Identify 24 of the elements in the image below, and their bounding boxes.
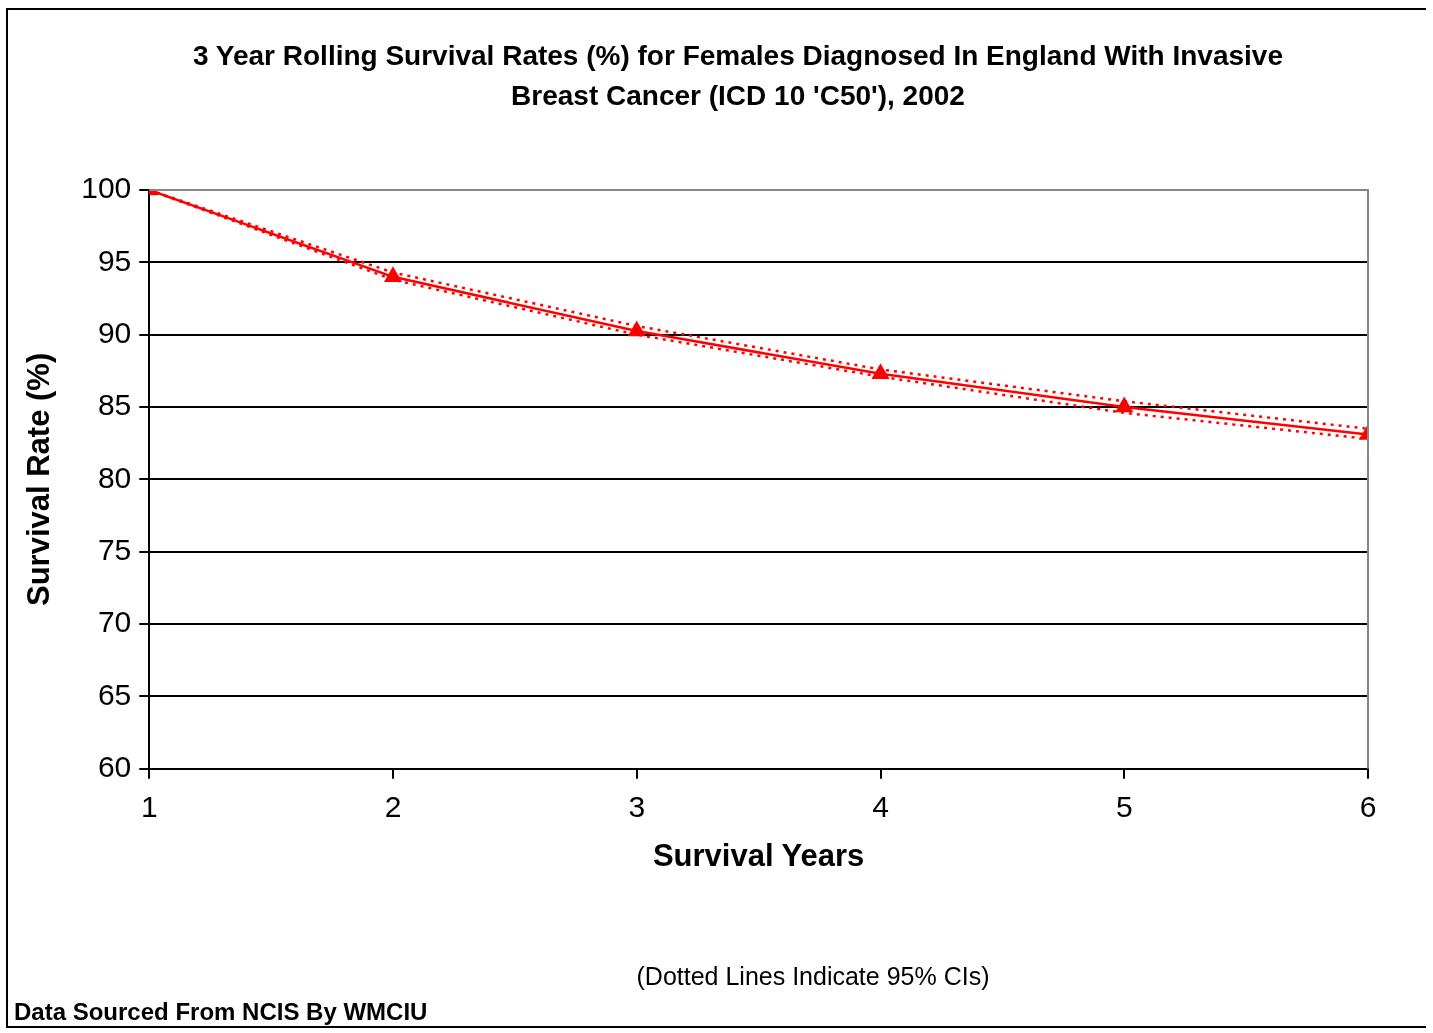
y-tick-label: 85 (97, 388, 132, 422)
x-tick-label: 3 (628, 790, 646, 824)
y-tick-label: 90 (97, 315, 132, 349)
point (384, 267, 402, 283)
y-tick-label: 95 (97, 243, 132, 277)
x-tick-label: 6 (1359, 790, 1377, 824)
x-tick-label: 5 (1115, 790, 1133, 824)
y-tick-label: 65 (97, 677, 132, 711)
chart-title: 3 Year Rolling Survival Rates (%) for Females Diagnosed In England With Invasive Breast Cancer (ICD 10 'C50'), 2002 (192, 39, 1284, 113)
point (872, 364, 889, 380)
y-tick-label: 100 (81, 171, 132, 205)
x-axis-title: Survival Years (652, 837, 865, 873)
y-tick-label: 60 (97, 750, 132, 784)
point (628, 321, 645, 337)
text: Data Sourced From NCIS By WMCIU (14, 998, 428, 1026)
x-tick-label: 2 (384, 790, 402, 824)
y-axis-title: Survival Rate (%) (21, 352, 57, 607)
y-tick-label: 80 (97, 460, 132, 494)
y-tick-label: 75 (97, 533, 132, 567)
text: (Dotted Lines Indicate 95% CIs) (635, 962, 991, 991)
x-tick-label: 1 (140, 790, 158, 824)
x-tick-label: 4 (872, 790, 889, 824)
y-tick-label: 70 (97, 605, 132, 639)
point (1116, 397, 1133, 413)
